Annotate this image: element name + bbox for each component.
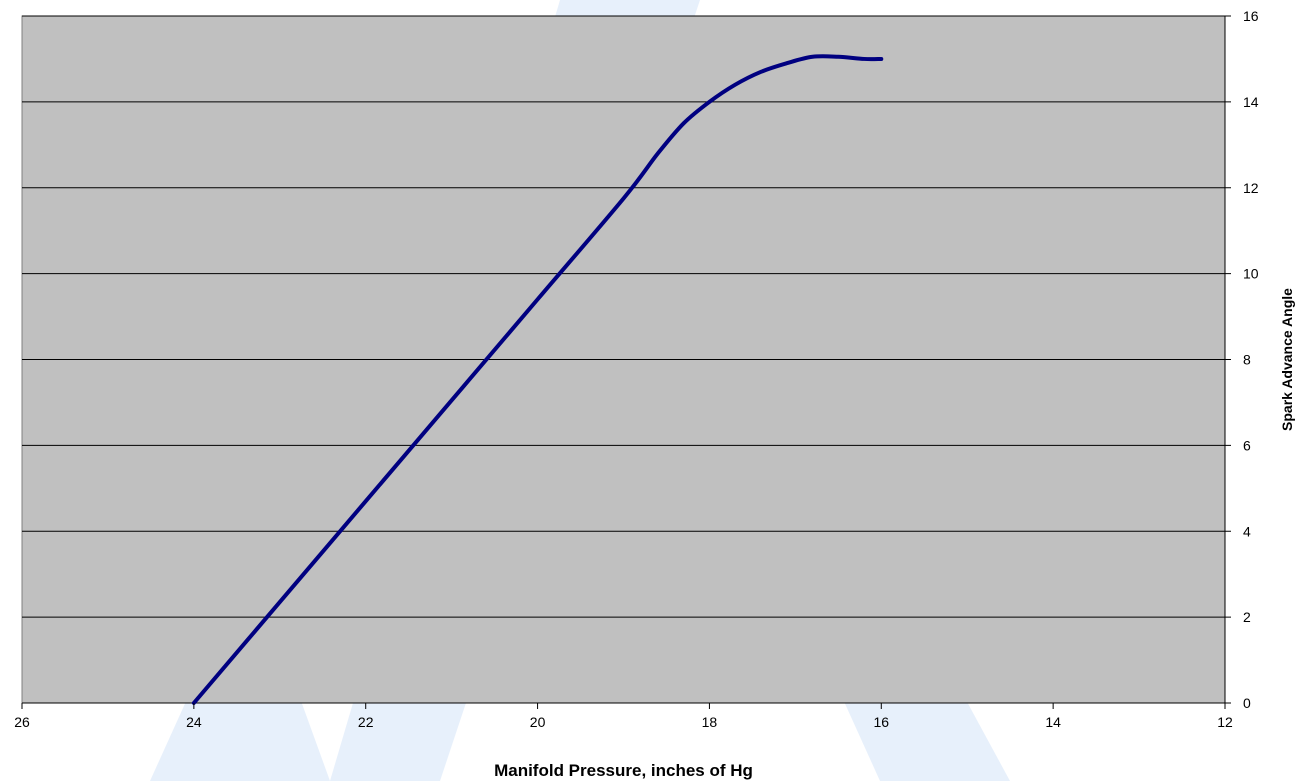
y-axis-ticks (1225, 15, 1231, 704)
y-axis-tick-labels: 0 2 4 6 8 10 12 14 16 (1243, 8, 1259, 711)
y-tick-label: 10 (1243, 266, 1259, 282)
gridlines (22, 15, 1226, 704)
x-tick-label: 16 (873, 714, 889, 730)
x-tick-label: 14 (1045, 714, 1061, 730)
x-axis-tick-labels: 26 24 22 20 18 16 14 12 (14, 714, 1233, 730)
series-layer (191, 54, 884, 705)
series-line-0 (191, 54, 884, 705)
x-axis-title: Manifold Pressure, inches of Hg (494, 761, 753, 780)
x-axis-ticks (21, 703, 1226, 709)
x-tick-label: 24 (186, 714, 202, 730)
x-tick-label: 22 (358, 714, 374, 730)
y-tick-label: 0 (1243, 695, 1251, 711)
x-tick-label: 26 (14, 714, 30, 730)
y-tick-label: 16 (1243, 8, 1259, 24)
y-axis-title: Spark Advance Angle (1279, 288, 1295, 431)
y-tick-label: 14 (1243, 94, 1259, 110)
x-tick-label: 12 (1217, 714, 1233, 730)
y-tick-label: 6 (1243, 437, 1251, 453)
y-tick-label: 12 (1243, 180, 1259, 196)
y-tick-label: 2 (1243, 609, 1251, 625)
y-tick-label: 8 (1243, 352, 1251, 368)
x-tick-label: 18 (702, 714, 718, 730)
x-tick-label: 20 (530, 714, 546, 730)
y-tick-label: 4 (1243, 523, 1251, 539)
